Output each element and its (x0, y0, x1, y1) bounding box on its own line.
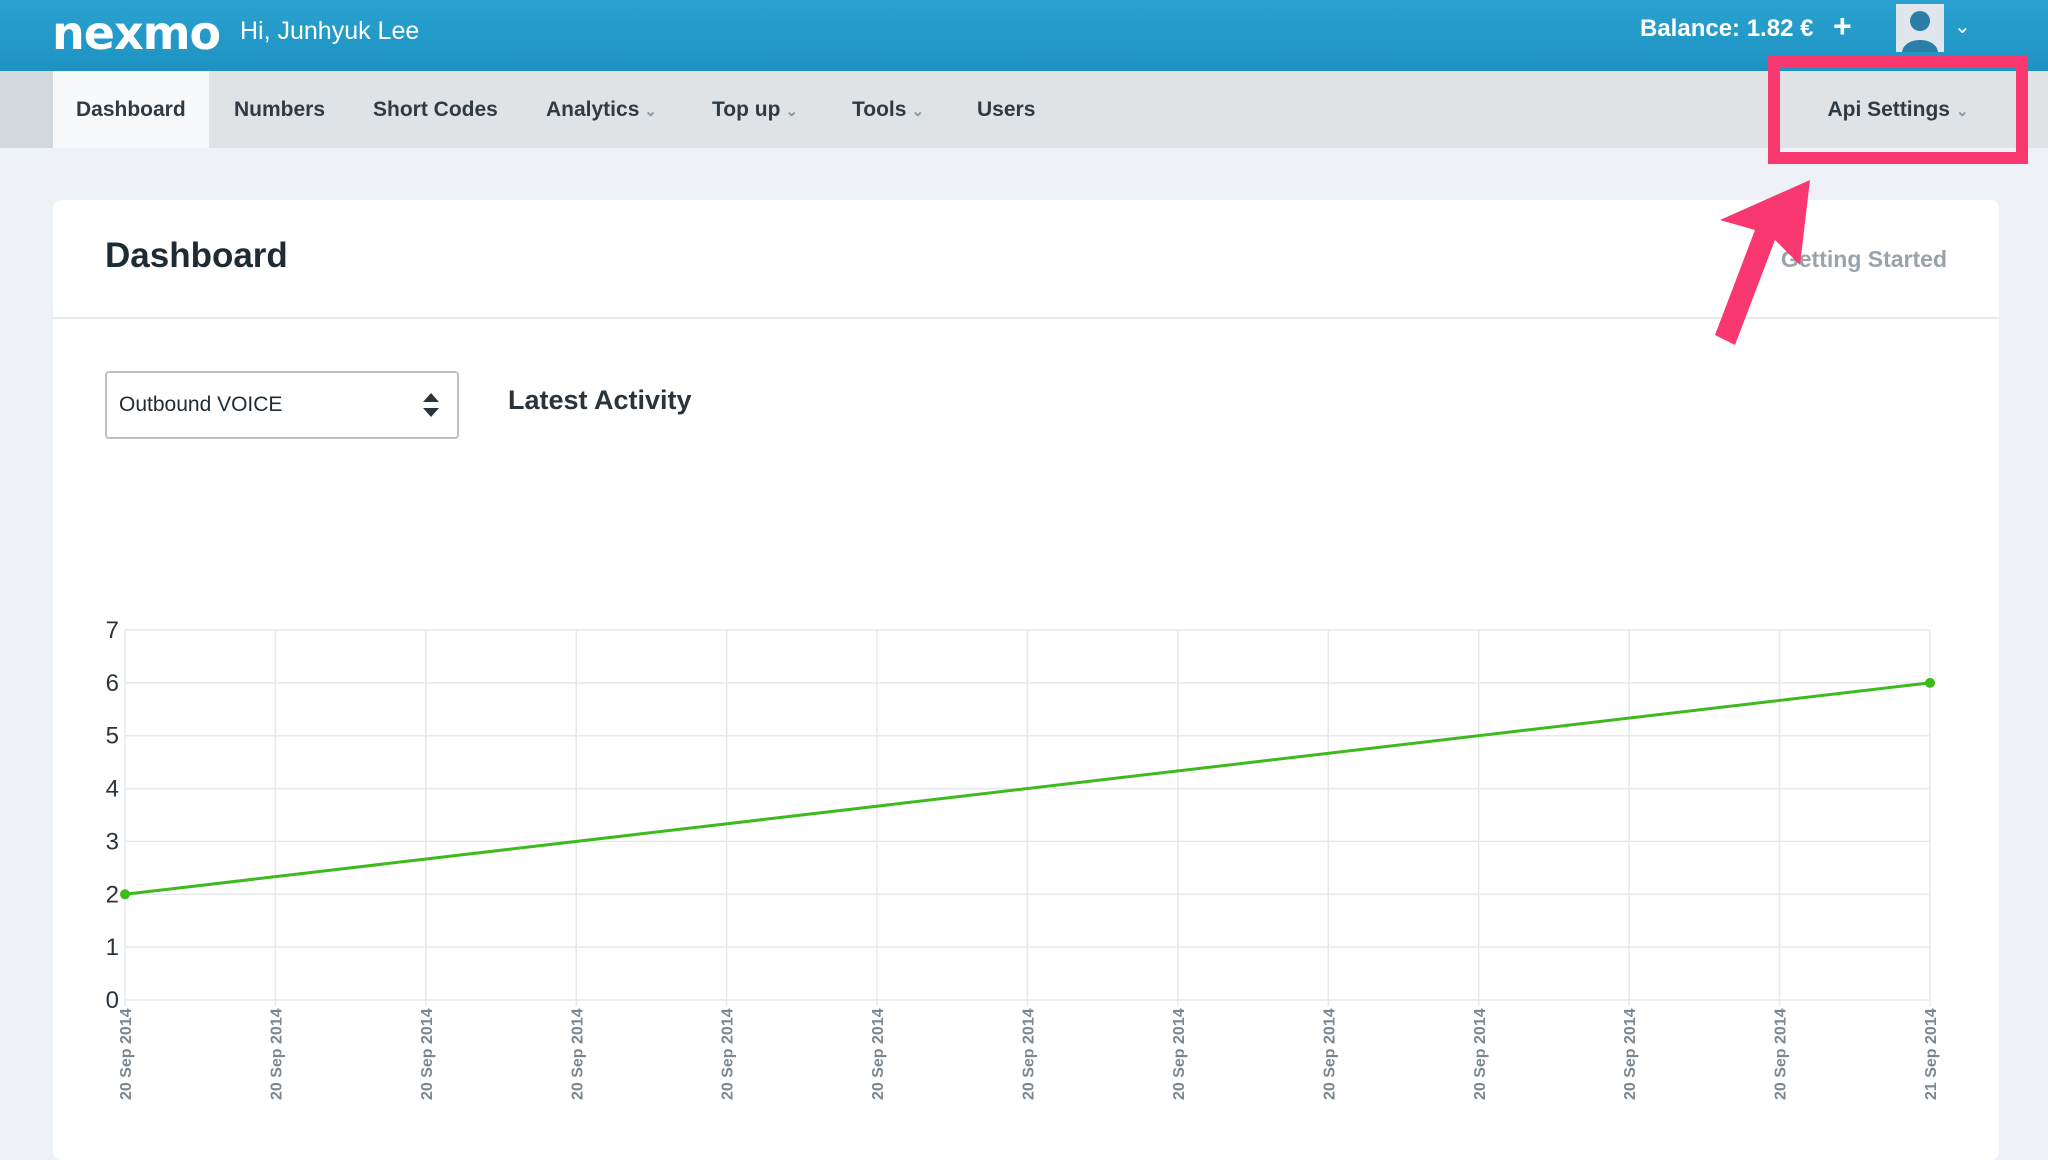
series-line (124, 681, 1931, 896)
user-greeting: Hi, Junhyuk Lee (240, 17, 420, 45)
x-tick-label: 20 Sep 2014 (419, 1008, 436, 1100)
nav-tools[interactable]: Tools ⌄ (852, 98, 925, 121)
pointer-arrow-icon (1715, 180, 1810, 345)
x-tick-label: 20 Sep 2014 (720, 1008, 737, 1100)
nav-numbers[interactable]: Numbers (234, 98, 326, 121)
data-point (1925, 677, 1935, 688)
getting-started-link[interactable]: Getting Started (1780, 246, 1947, 272)
nav-users[interactable]: Users (977, 98, 1036, 121)
x-tick-label: 20 Sep 2014 (569, 1008, 586, 1100)
chevron-down-icon: ⌄ (644, 103, 657, 120)
sort-arrows-icon (423, 393, 439, 417)
y-tick-label: 0 (106, 987, 119, 1014)
select-value: Outbound VOICE (119, 393, 283, 416)
y-tick-label: 3 (106, 828, 119, 855)
activity-chart: 0 1 2 3 4 5 6 7 20 Sep 2014 20 Sep 2014 20 Sep 20… (106, 617, 1940, 1100)
chevron-down-icon: ⌄ (785, 103, 798, 120)
y-tick-label: 2 (106, 881, 119, 908)
dashboard-card: Dashboard Getting Started Outbound VOICE… (53, 200, 1999, 1160)
x-tick-label: 20 Sep 2014 (1472, 1008, 1489, 1100)
nav-analytics[interactable]: Analytics ⌄ (546, 98, 657, 121)
nav-short-codes[interactable]: Short Codes (373, 98, 498, 121)
x-tick-label: 20 Sep 2014 (870, 1008, 887, 1100)
top-bar: nexmo Hi, Junhyuk Lee Balance: 1.82 € + … (0, 0, 2048, 71)
y-tick-label: 1 (106, 934, 119, 961)
x-tick-label: 20 Sep 2014 (1171, 1008, 1188, 1100)
highlight-box (1768, 56, 2028, 164)
chevron-down-icon: ⌄ (911, 103, 925, 120)
add-balance-button[interactable]: + (1833, 8, 1852, 44)
x-tick-label: 20 Sep 2014 (1773, 1008, 1790, 1100)
card-header: Dashboard Getting Started (53, 200, 1999, 319)
y-tick-label: 4 (106, 776, 119, 803)
nav-dashboard[interactable]: Dashboard (53, 71, 209, 148)
y-tick-label: 5 (106, 723, 119, 750)
nexmo-logo[interactable]: nexmo (52, 6, 221, 60)
page-title: Dashboard (105, 236, 288, 275)
api-settings-button[interactable]: Api Settings ⌄ (1790, 78, 2006, 142)
x-tick-label: 20 Sep 2014 (268, 1008, 285, 1100)
nav-top-up[interactable]: Top up ⌄ (712, 98, 798, 121)
nav-gutter (0, 71, 53, 148)
chevron-down-icon: ⌄ (1955, 103, 1969, 120)
user-icon (1896, 4, 1944, 52)
chevron-down-icon[interactable]: ⌄ (1954, 16, 1971, 38)
latest-activity-heading: Latest Activity (508, 385, 692, 415)
data-point (120, 889, 130, 900)
main-nav (0, 71, 2048, 148)
avatar[interactable] (1896, 4, 1944, 52)
x-tick-label: 20 Sep 2014 (1021, 1008, 1038, 1100)
y-tick-label: 6 (106, 670, 119, 697)
x-tick-label: 20 Sep 2014 (118, 1008, 135, 1100)
activity-type-select[interactable]: Outbound VOICE (105, 371, 459, 439)
x-tick-label: 20 Sep 2014 (1622, 1008, 1639, 1100)
x-tick-label: 21 Sep 2014 (1923, 1008, 1940, 1100)
x-tick-label: 20 Sep 2014 (1321, 1008, 1338, 1100)
balance-label: Balance: 1.82 € (1640, 15, 1814, 42)
y-tick-label: 7 (106, 617, 119, 644)
